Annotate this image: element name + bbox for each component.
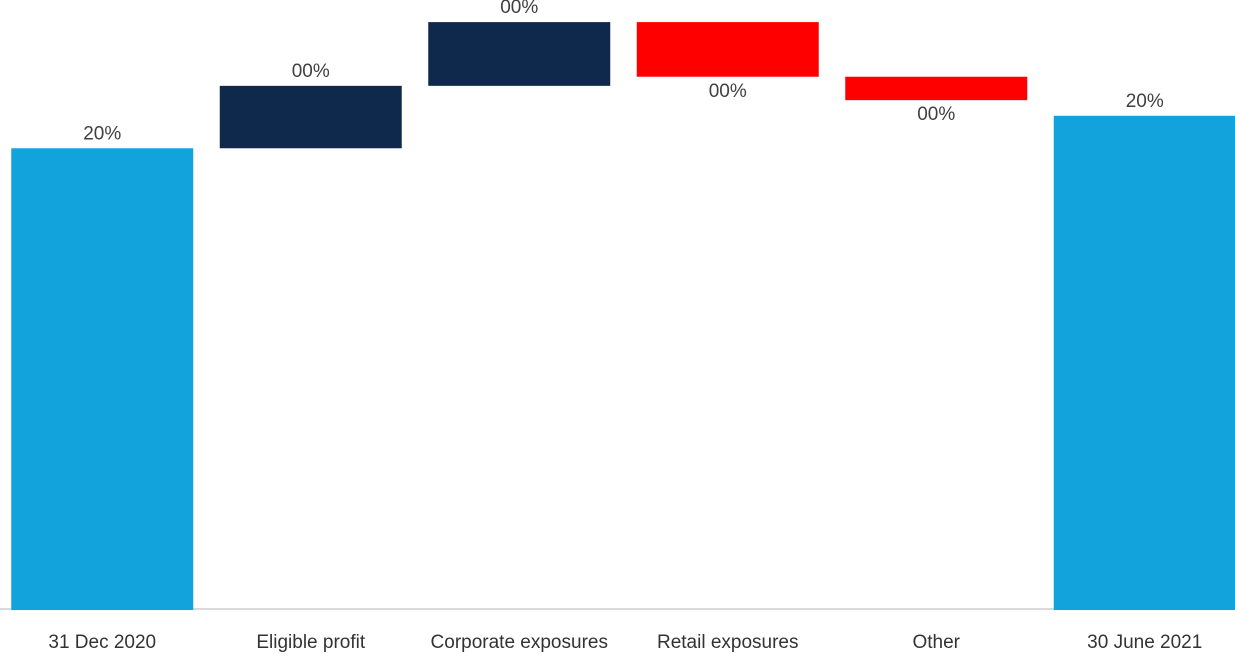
x-tick-label: Corporate exposures	[431, 632, 608, 653]
value-label: 00%	[292, 61, 330, 82]
x-tick-label: 30 June 2021	[1087, 632, 1202, 653]
bar	[428, 22, 611, 86]
x-tick-label: Retail exposures	[657, 632, 799, 653]
bar	[11, 148, 194, 610]
x-tick-label: Other	[912, 632, 960, 653]
value-label: 00%	[917, 104, 955, 125]
value-label: 00%	[709, 81, 747, 102]
bar	[845, 76, 1028, 101]
x-tick-label: 31 Dec 2020	[48, 632, 156, 653]
value-label: 20%	[83, 123, 121, 144]
bar	[1053, 115, 1235, 610]
value-label: 20%	[1126, 91, 1164, 112]
x-tick-label: Eligible profit	[256, 632, 365, 653]
bar	[636, 22, 819, 77]
value-label: 00%	[500, 0, 538, 18]
bar	[219, 85, 402, 149]
